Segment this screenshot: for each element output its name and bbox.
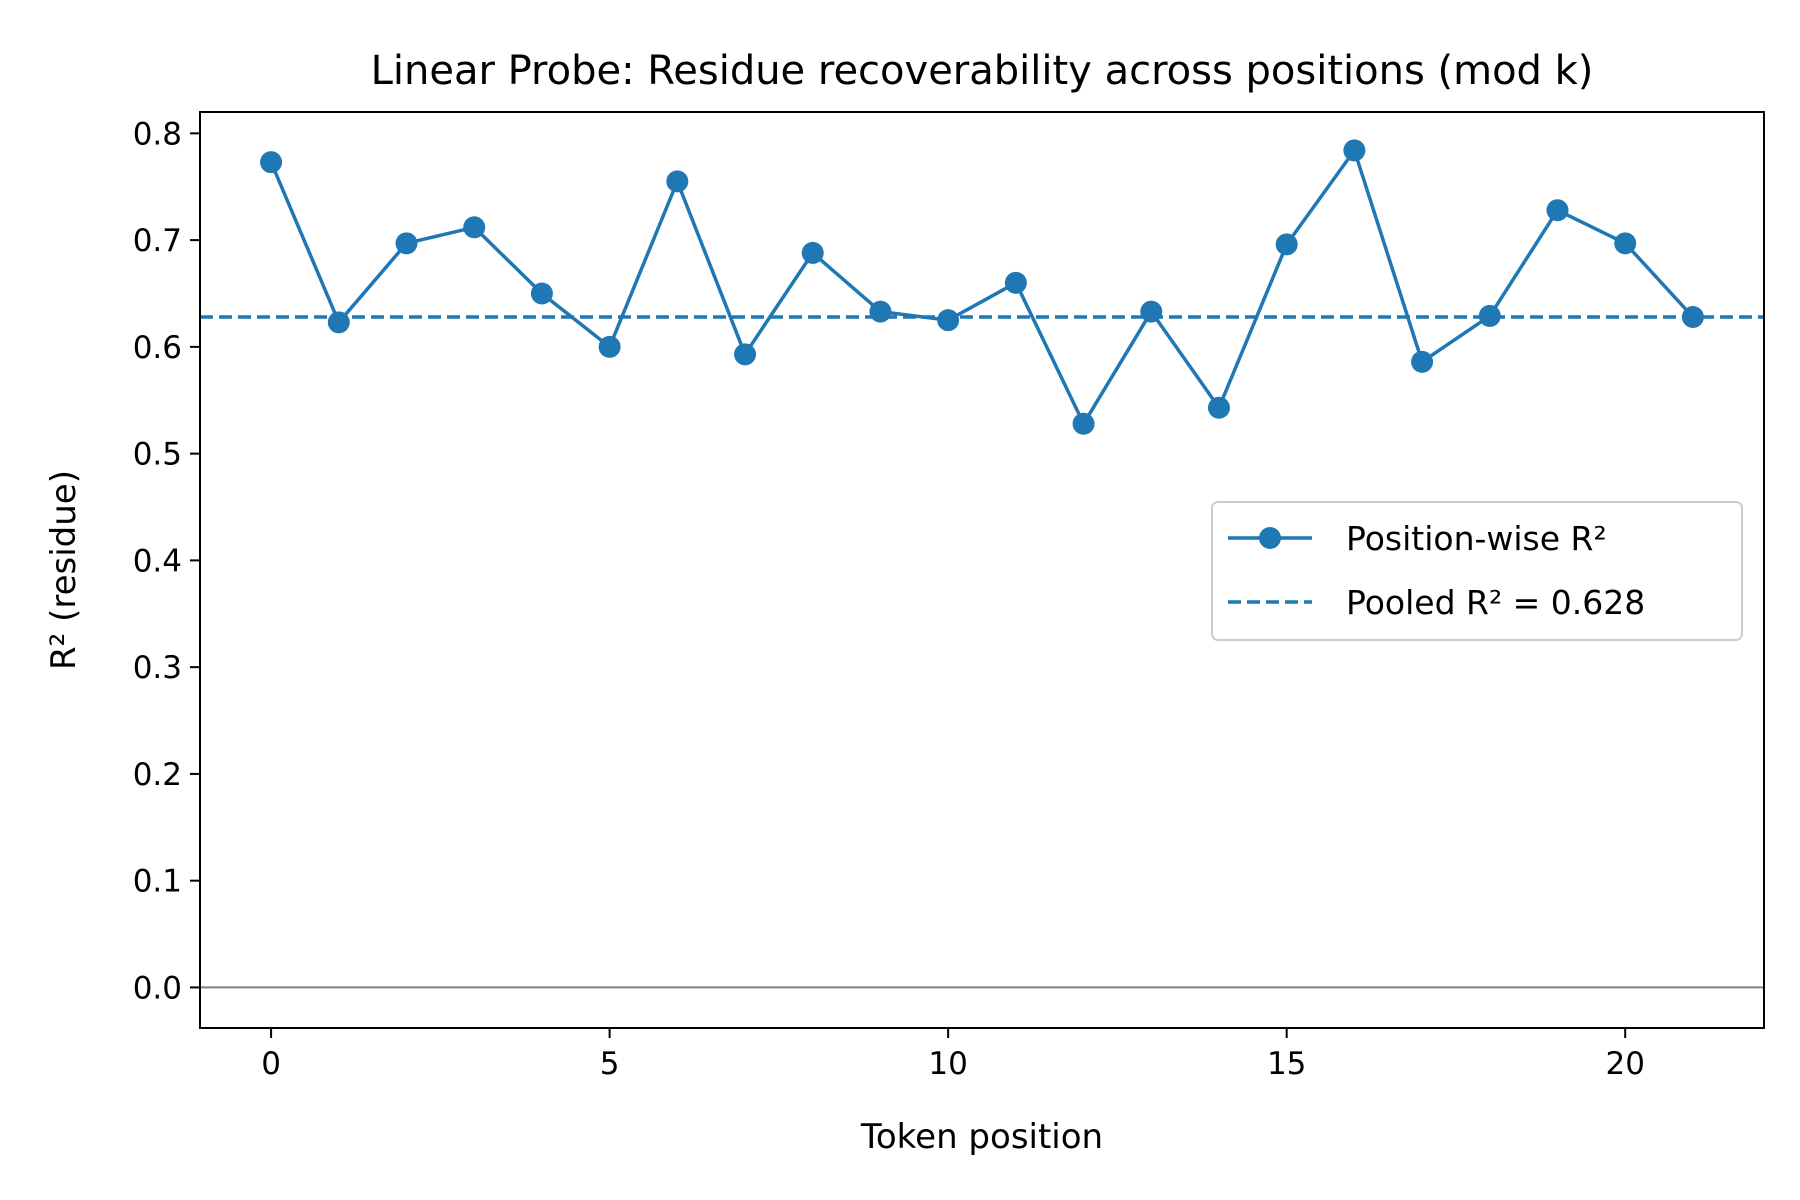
data-point-position-13 <box>1140 300 1163 323</box>
x-tick-label: 15 <box>1267 1046 1306 1082</box>
chart-title: Linear Probe: Residue recoverability acr… <box>371 48 1594 94</box>
data-point-position-18 <box>1478 304 1501 327</box>
x-tick-label: 10 <box>928 1046 967 1082</box>
data-point-position-5 <box>598 335 621 358</box>
data-point-position-9 <box>869 300 892 323</box>
data-point-position-8 <box>801 241 824 264</box>
y-tick-label: 0.7 <box>133 223 182 259</box>
legend: Position-wise R² Pooled R² = 0.628 <box>1211 501 1743 641</box>
y-axis-label: R² (residue) <box>44 470 84 670</box>
y-tick-label: 0.2 <box>133 757 182 793</box>
y-tick-label: 0.0 <box>133 970 182 1006</box>
y-tick-label: 0.6 <box>133 330 182 366</box>
axes-frame <box>199 111 1765 1029</box>
data-point-position-1 <box>327 311 350 334</box>
legend-label-position-wise: Position-wise R² <box>1346 519 1607 558</box>
data-point-position-19 <box>1546 199 1569 222</box>
y-tick-label: 0.8 <box>133 116 182 152</box>
data-point-position-17 <box>1411 350 1434 373</box>
data-point-position-14 <box>1207 396 1230 419</box>
series-line-position-wise <box>269 148 1695 426</box>
data-point-position-11 <box>1004 271 1027 294</box>
data-point-position-12 <box>1072 412 1095 435</box>
x-tick-label: 5 <box>600 1046 620 1082</box>
y-axis: 0.0 0.1 0.2 0.3 0.4 0.5 0.6 0.7 0.8 <box>133 116 200 1006</box>
data-point-position-2 <box>395 232 418 255</box>
x-axis: 0 5 10 15 20 <box>261 1028 1645 1082</box>
data-point-position-7 <box>734 343 757 366</box>
data-point-position-0 <box>260 151 283 174</box>
data-point-position-3 <box>463 216 486 239</box>
legend-box <box>1211 501 1743 641</box>
data-point-position-4 <box>530 282 553 305</box>
x-tick-label: 0 <box>261 1046 281 1082</box>
x-axis-label: Token position <box>860 1117 1103 1157</box>
y-tick-label: 0.5 <box>133 437 182 473</box>
data-point-position-21 <box>1681 305 1704 328</box>
data-point-position-6 <box>666 170 689 193</box>
x-tick-label: 20 <box>1605 1046 1644 1082</box>
data-point-position-20 <box>1614 232 1637 255</box>
y-tick-label: 0.1 <box>133 864 182 900</box>
plot-area <box>200 139 1764 989</box>
y-tick-label: 0.4 <box>133 543 182 579</box>
y-tick-label: 0.3 <box>133 650 182 686</box>
legend-label-pooled: Pooled R² = 0.628 <box>1346 583 1645 622</box>
data-point-position-10 <box>937 309 960 332</box>
data-point-position-15 <box>1275 233 1298 256</box>
legend-marker-position-wise <box>1259 527 1281 549</box>
data-point-position-16 <box>1343 139 1366 162</box>
